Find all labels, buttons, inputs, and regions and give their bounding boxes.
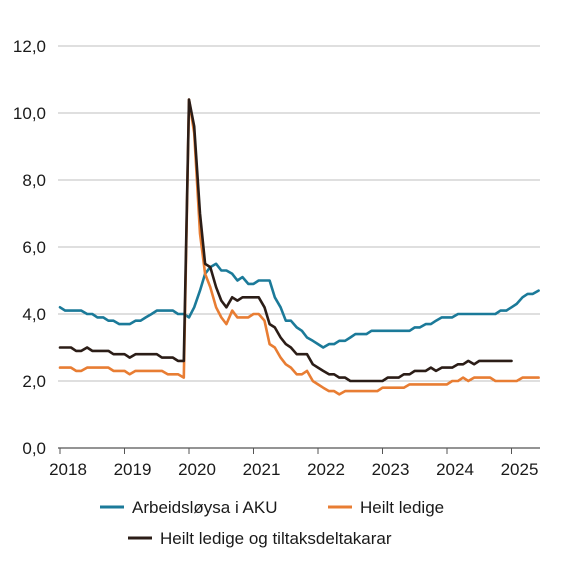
legend-label: Heilt ledige og tiltaksdeltakarar — [160, 529, 392, 548]
series-line-1 — [58, 262, 540, 349]
x-tick-label: 2022 — [307, 460, 345, 479]
x-tick-label: 2021 — [243, 460, 281, 479]
series-lines — [58, 98, 540, 396]
y-tick-label: 10,0 — [13, 104, 46, 123]
x-axis-tick-labels: 2018 2019 2020 2021 2022 2023 2024 2025 — [49, 460, 538, 479]
series-line-3 — [58, 98, 513, 383]
x-tick-label: 2024 — [436, 460, 474, 479]
y-tick-label: 6,0 — [22, 238, 46, 257]
legend-label: Arbeidsløysa i AKU — [132, 498, 278, 517]
x-tick-label: 2018 — [49, 460, 87, 479]
x-tick-label: 2020 — [178, 460, 216, 479]
gridlines — [58, 45, 540, 449]
x-tick-label: 2019 — [114, 460, 152, 479]
series-line-2 — [58, 98, 540, 396]
y-tick-label: 8,0 — [22, 171, 46, 190]
legend: Arbeidsløysa i AKU Heilt ledige Heilt ledi… — [100, 498, 444, 548]
y-tick-label: 12,0 — [13, 37, 46, 56]
x-tick-label: 2025 — [501, 460, 539, 479]
y-tick-label: 2,0 — [22, 372, 46, 391]
legend-label: Heilt ledige — [360, 498, 444, 517]
x-tick-label: 2023 — [372, 460, 410, 479]
x-axis — [59, 448, 512, 454]
y-axis-tick-labels: 0,0 2,0 4,0 6,0 8,0 10,0 12,0 — [13, 37, 46, 458]
y-tick-label: 4,0 — [22, 305, 46, 324]
y-tick-label: 0,0 — [22, 439, 46, 458]
